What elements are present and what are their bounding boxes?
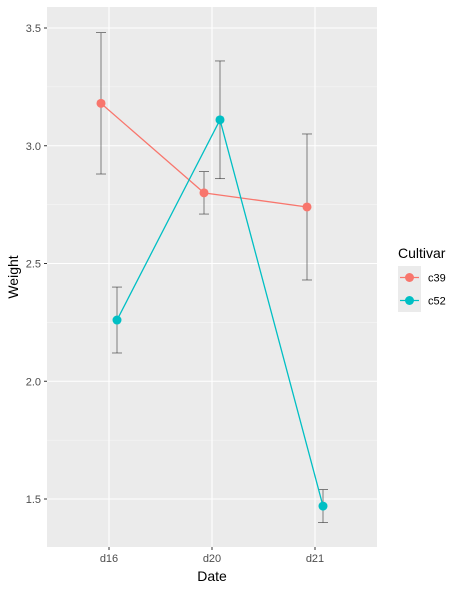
legend-label: c39 [428,273,446,285]
legend-key-point [405,296,414,305]
y-tick-label: 3.5 [26,23,41,35]
y-axis-title: Weight [5,255,21,298]
data-point-c39 [96,98,106,108]
x-tick-label: d20 [203,553,221,565]
legend-key-point [405,273,414,282]
y-tick-label: 2.0 [26,376,41,388]
data-point-c52 [215,115,225,125]
x-axis-title: Date [197,568,227,584]
grid-major [47,7,377,547]
y-axis: 1.5 2.0 2.5 3.0 3.5 [26,23,47,506]
x-tick-label: d16 [100,553,118,565]
legend-title: Cultivar [398,245,446,261]
y-tick-label: 1.5 [26,494,41,506]
legend-keys: c39 c52 [398,266,446,312]
data-point-c52 [112,315,122,325]
data-point-c39 [199,188,209,198]
legend: Cultivar c39 c52 [398,245,446,312]
x-tick-label: d21 [306,553,324,565]
y-tick-label: 2.5 [26,259,41,271]
x-axis: d16 d20 d21 [100,547,324,565]
y-tick-label: 3.0 [26,141,41,153]
series-points [96,98,328,511]
data-point-c39 [302,202,312,212]
data-point-c52 [318,501,328,511]
legend-label: c52 [428,296,446,308]
